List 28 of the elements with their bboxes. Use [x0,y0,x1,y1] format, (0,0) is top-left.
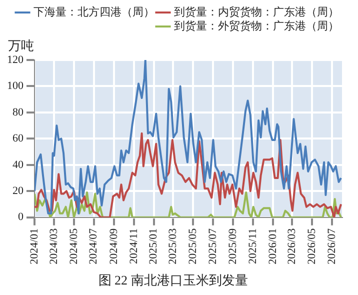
y-axis-title: 万吨 [8,38,34,53]
x-tick-label: 2025/01 [148,228,160,264]
x-tick-label: 2025/07 [206,228,219,264]
x-tick-label: 2024/01 [28,228,40,264]
x-tick-label: 2026/07 [326,228,338,264]
y-tick-label: 60 [12,132,24,145]
y-tick-label: 100 [7,80,24,92]
y-tick-label: 40 [12,158,24,171]
x-tick-label: 2025/03 [166,228,179,264]
legend-label: 到货量：外贸货物：广东港（周） [174,19,339,32]
x-tick-label: 2025/11 [246,228,259,264]
x-tick-label: 2024/03 [48,228,60,264]
x-tick-label: 2025/05 [186,228,199,264]
x-tick-label: 2026/01 [266,228,279,264]
y-tick-label: 80 [12,106,24,118]
x-tick-label: 2024/05 [68,228,80,264]
x-tick-label: 2025/09 [226,228,239,264]
legend-label: 到货量：内贸货物：广东港（周） [174,5,339,18]
x-tick-label: 2024/09 [108,228,120,264]
text: 图 22 南北港口玉米到发量 [98,272,248,288]
y-tick-label: 20 [12,185,24,198]
x-tick-label: 2026/05 [306,228,318,264]
y-tick-label: 120 [7,54,24,66]
legend-label: 下海量：北方四港（周） [34,5,154,18]
x-tick-label: 2026/03 [286,228,298,264]
y-tick-label: 0 [18,211,24,224]
x-tick-label: 2024/07 [88,228,100,264]
x-tick-label: 2024/11 [128,228,140,264]
